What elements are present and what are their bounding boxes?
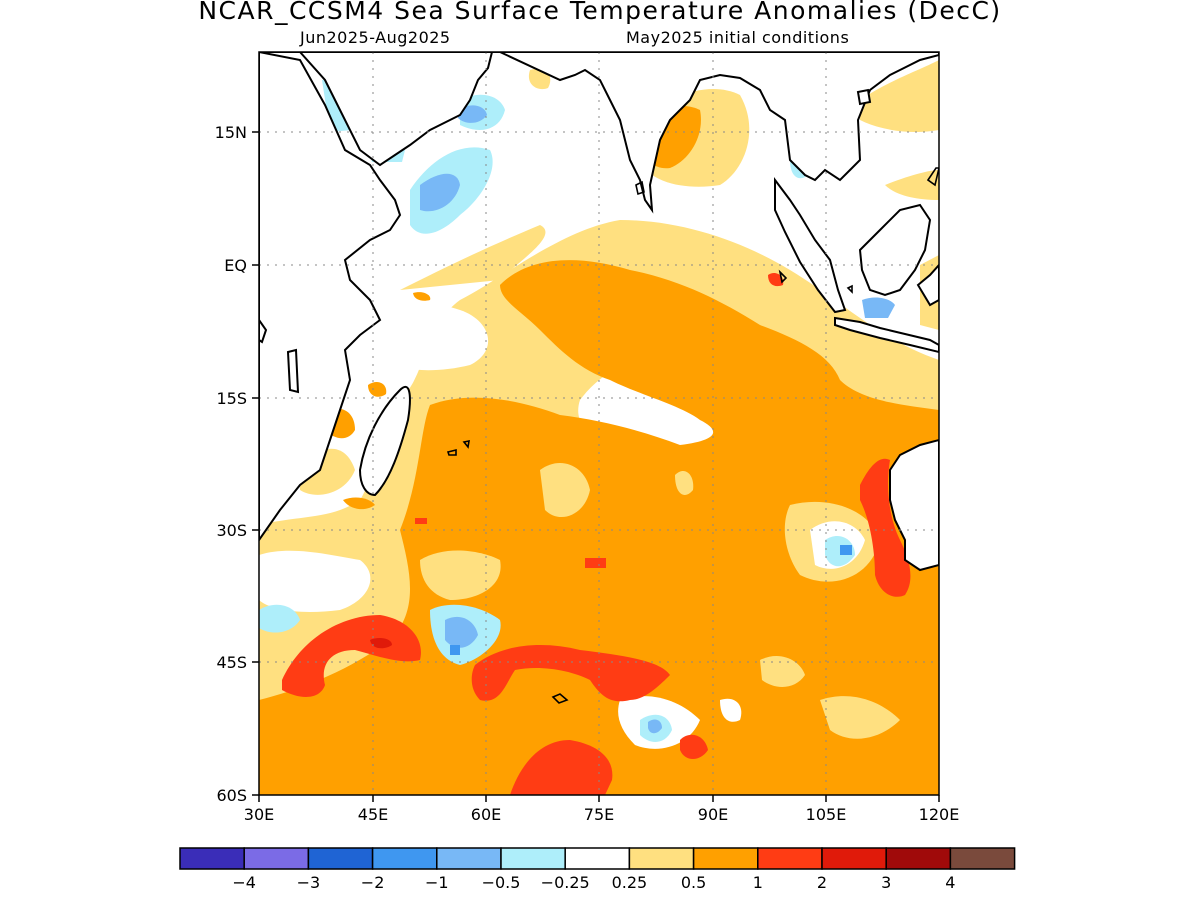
landmasses (259, 52, 939, 572)
colorbar-label: 0.5 (681, 873, 706, 892)
colorbar-label: 4 (945, 873, 955, 892)
lat-label-45s: 45S (216, 653, 247, 672)
lon-tick-labels: 30E 45E 60E 75E 90E 105E 120E (244, 805, 960, 824)
colorbar-label: −0.5 (482, 873, 521, 892)
colorbar-label: −2 (361, 873, 385, 892)
contour-neg-1 (450, 545, 852, 655)
islands (446, 167, 939, 704)
colorbar-label: 3 (881, 873, 891, 892)
lon-label-30e: 30E (244, 805, 274, 824)
colorbar-swatch (757, 847, 823, 870)
colorbar-swatch (179, 847, 245, 870)
colorbar-label: −4 (232, 873, 256, 892)
lon-label-60e: 60E (471, 805, 501, 824)
forecast-period: Jun2025-Aug2025 (300, 28, 451, 47)
anomaly-field (259, 52, 939, 795)
map-title: NCAR_CCSM4 Sea Surface Temperature Anoma… (198, 0, 1002, 25)
initial-conditions: May2025 initial conditions (626, 28, 850, 47)
colorbar: −4 −3 −2 −1 −0.5 −0.25 0.25 0.5 1 2 3 4 (179, 847, 1016, 892)
colorbar-swatch (885, 847, 952, 870)
lat-label-60s: 60S (216, 786, 247, 805)
colorbar-swatch (371, 847, 438, 870)
lon-label-90e: 90E (698, 805, 728, 824)
colorbar-swatch (821, 847, 887, 870)
contour-neg-0.5 (420, 105, 895, 734)
contour-3-4 (370, 637, 392, 649)
colorbar-swatch (243, 847, 310, 870)
lon-label-120e: 120E (919, 805, 960, 824)
gridlines (259, 52, 939, 795)
lat-label-30s: 30S (216, 521, 247, 540)
colorbar-label: 1 (753, 873, 763, 892)
lon-label-45e: 45E (358, 805, 388, 824)
lon-label-105e: 105E (806, 805, 847, 824)
colorbar-swatch (307, 847, 374, 870)
colorbar-swatch (692, 847, 759, 870)
colorbar-label: −0.25 (541, 873, 590, 892)
lat-label-eq: EQ (224, 256, 247, 275)
colorbar-swatch (500, 847, 566, 870)
colorbar-label: −1 (425, 873, 449, 892)
colorbar-swatch (949, 847, 1016, 870)
lon-label-75e: 75E (584, 805, 614, 824)
colorbar-swatch (564, 847, 631, 870)
colorbar-label: 2 (817, 873, 827, 892)
contour-2-3 (282, 273, 911, 795)
tick-marks (252, 131, 940, 802)
colorbar-swatch (628, 847, 695, 870)
lat-tick-labels: 15N EQ 15S 30S 45S 60S (215, 123, 247, 805)
lat-label-15n: 15N (215, 123, 247, 142)
colorbar-label: 0.25 (612, 873, 648, 892)
colorbar-label: −3 (297, 873, 321, 892)
colorbar-swatch (436, 847, 502, 870)
lat-label-15s: 15S (216, 389, 247, 408)
